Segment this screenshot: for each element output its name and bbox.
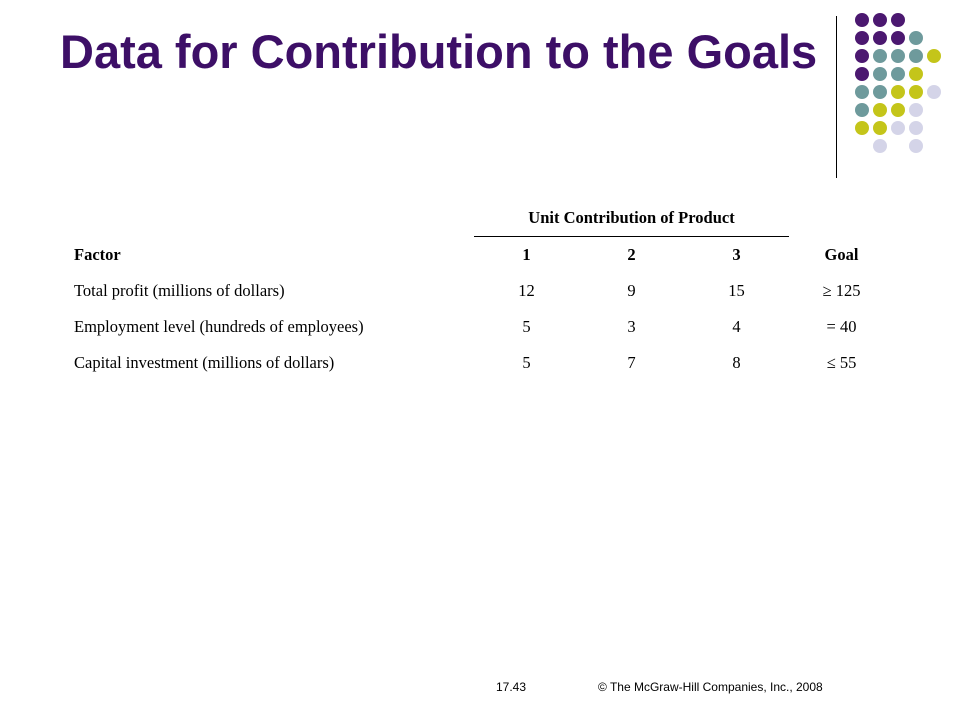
decorative-vertical-line: [836, 16, 837, 178]
slide-title: Data for Contribution to the Goals: [60, 25, 818, 78]
product-2-cell: 7: [627, 353, 636, 372]
table-row: Capital investment (millions of dollars)…: [70, 345, 894, 381]
copyright-notice: © The McGraw-Hill Companies, Inc., 2008: [598, 680, 823, 694]
product-3-cell: 8: [732, 353, 741, 372]
decorative-dot: [855, 121, 869, 135]
decorative-dot: [873, 103, 887, 117]
column-header-factor: Factor: [74, 244, 121, 264]
factor-cell: Employment level (hundreds of employees): [74, 317, 364, 336]
decorative-dot: [873, 31, 887, 45]
decorative-dot: [909, 67, 923, 81]
decorative-dot: [873, 85, 887, 99]
goals-data-table: Unit Contribution of Product Factor 1 2 …: [70, 200, 894, 381]
goal-cell: ≥ 125: [822, 281, 861, 300]
table-row: Employment level (hundreds of employees)…: [70, 309, 894, 345]
product-2-cell: 9: [627, 281, 636, 300]
decorative-dot: [855, 13, 869, 27]
column-header-product-3: 3: [732, 245, 741, 264]
decorative-dot: [909, 139, 923, 153]
decorative-dot: [855, 103, 869, 117]
decorative-dot: [891, 103, 905, 117]
unit-contribution-header: Unit Contribution of Product: [474, 200, 789, 237]
decorative-dot: [855, 85, 869, 99]
decorative-dot: [855, 31, 869, 45]
decorative-dot: [891, 13, 905, 27]
column-header-goal: Goal: [824, 244, 859, 264]
decorative-dot: [891, 85, 905, 99]
decorative-dot: [873, 13, 887, 27]
decorative-dot: [909, 31, 923, 45]
product-1-cell: 5: [522, 353, 531, 372]
decorative-dot: [927, 49, 941, 63]
decorative-dot: [891, 31, 905, 45]
goal-cell: = 40: [826, 317, 857, 336]
factor-cell: Total profit (millions of dollars): [74, 281, 285, 300]
goal-cell: ≤ 55: [826, 353, 857, 372]
decorative-dot: [891, 121, 905, 135]
decorative-dot: [909, 49, 923, 63]
table-row: Total profit (millions of dollars) 12 9 …: [70, 273, 894, 309]
table-group-header-row: Unit Contribution of Product: [70, 200, 894, 237]
product-3-cell: 4: [732, 317, 741, 336]
decorative-dot: [855, 49, 869, 63]
product-1-cell: 5: [522, 317, 531, 336]
decorative-dot: [873, 121, 887, 135]
product-3-cell: 15: [728, 281, 745, 300]
decorative-dot: [873, 139, 887, 153]
product-2-cell: 3: [627, 317, 636, 336]
decorative-dot: [909, 103, 923, 117]
factor-cell: Capital investment (millions of dollars): [74, 353, 335, 372]
decorative-dot: [873, 49, 887, 63]
decorative-dot: [891, 49, 905, 63]
decorative-dot: [927, 85, 941, 99]
decorative-dot: [909, 85, 923, 99]
decorative-dot: [891, 67, 905, 81]
decorative-dot: [909, 121, 923, 135]
decorative-dot: [873, 67, 887, 81]
product-1-cell: 12: [518, 281, 535, 300]
decorative-dot: [855, 67, 869, 81]
table-header-row: Factor 1 2 3 Goal: [70, 237, 894, 274]
slide-number: 17.43: [496, 680, 527, 694]
column-header-product-2: 2: [627, 245, 636, 264]
column-header-product-1: 1: [522, 245, 531, 264]
